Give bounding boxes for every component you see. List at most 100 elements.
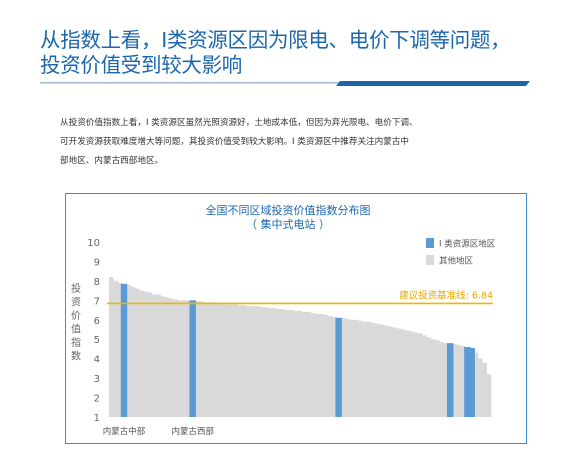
bar bbox=[259, 307, 264, 417]
bar-highlight bbox=[120, 283, 128, 417]
bar bbox=[418, 333, 423, 417]
y-tick-label: 3 bbox=[94, 374, 100, 385]
legend-swatch bbox=[426, 238, 434, 248]
bar bbox=[323, 314, 329, 417]
bar bbox=[113, 280, 118, 417]
bar bbox=[426, 337, 432, 417]
y-tick-label: 10 bbox=[87, 238, 100, 249]
bar-highlight bbox=[335, 317, 342, 417]
y-tick-label: 1 bbox=[94, 413, 100, 424]
bar bbox=[134, 288, 140, 417]
y-axis-label-char: 值 bbox=[71, 323, 81, 336]
y-axis-label: 投资价值指数 bbox=[71, 282, 81, 363]
y-tick-label: 7 bbox=[94, 296, 100, 307]
bars-group bbox=[109, 277, 492, 417]
bar bbox=[143, 291, 148, 417]
article-body: 从投资价值指数上看，I 类资源区虽然光照资源好，土地成本低，但因为弃光限电、电价… bbox=[60, 114, 540, 171]
bar bbox=[272, 308, 277, 417]
bar bbox=[216, 303, 221, 417]
bar bbox=[242, 305, 247, 417]
y-tick-label: 8 bbox=[94, 277, 100, 288]
bar bbox=[109, 277, 114, 417]
divider-accent bbox=[336, 81, 530, 86]
y-axis-label-char: 资 bbox=[71, 297, 81, 309]
bar bbox=[478, 358, 483, 417]
bar bbox=[246, 306, 251, 417]
bar bbox=[199, 301, 204, 417]
bar bbox=[263, 307, 269, 417]
bar bbox=[383, 325, 389, 417]
bar bbox=[430, 339, 436, 417]
bar bbox=[160, 296, 166, 417]
bar bbox=[250, 306, 256, 417]
investment-index-chart: 1 2 3 4 5 6 7 8 9 10 内蒙古中部 内蒙古西部 建议投资基准线: 6.84 全国不… bbox=[71, 203, 496, 437]
article-title: 从指数上看，I类资源区因为限电、电价下调等问题， 投资价值受到较大影响 bbox=[40, 28, 540, 78]
bar-highlight bbox=[447, 343, 454, 417]
title-divider bbox=[40, 81, 530, 86]
bar bbox=[203, 302, 209, 417]
bar bbox=[340, 317, 346, 417]
bar bbox=[409, 331, 415, 417]
bar bbox=[181, 300, 187, 417]
bar bbox=[349, 319, 354, 417]
y-tick-label: 6 bbox=[94, 316, 100, 327]
bar bbox=[422, 335, 427, 417]
bar bbox=[319, 313, 324, 417]
bar bbox=[229, 304, 234, 417]
bar bbox=[332, 316, 337, 417]
bar bbox=[435, 340, 440, 417]
bar-highlight bbox=[189, 300, 196, 417]
bar bbox=[370, 322, 376, 417]
article-title-line-1: 从指数上看，I类资源区因为限电、电价下调等问题， bbox=[40, 28, 511, 52]
bar bbox=[164, 297, 170, 417]
bar bbox=[289, 310, 294, 417]
bar bbox=[156, 294, 161, 417]
bar bbox=[297, 311, 303, 417]
bar bbox=[392, 327, 397, 417]
article-body-line-1: 从投资价值指数上看，I 类资源区虽然光照资源好，土地成本低，但因为弃光限电、电价… bbox=[60, 118, 418, 128]
bar bbox=[293, 311, 299, 417]
bar bbox=[130, 286, 136, 417]
bar bbox=[139, 290, 144, 417]
y-axis-label-char: 投 bbox=[71, 282, 81, 295]
bar bbox=[366, 321, 372, 417]
legend-swatch bbox=[426, 255, 434, 265]
bar bbox=[151, 294, 157, 417]
x-category-label: 内蒙古中部 bbox=[103, 426, 146, 437]
bar bbox=[345, 318, 350, 417]
bar bbox=[306, 312, 312, 417]
bar bbox=[224, 304, 230, 417]
article-title-line-2: 投资价值受到较大影响 bbox=[40, 53, 242, 77]
bar bbox=[486, 374, 492, 417]
bar bbox=[400, 329, 406, 417]
bar bbox=[267, 308, 273, 417]
bar bbox=[212, 302, 217, 417]
bar bbox=[396, 328, 402, 417]
bar bbox=[169, 298, 174, 417]
bar bbox=[117, 282, 123, 417]
bar bbox=[482, 362, 488, 417]
y-tick-label: 4 bbox=[94, 355, 100, 366]
y-tick-label: 9 bbox=[94, 257, 100, 268]
legend-label: 其他地区 bbox=[439, 256, 474, 267]
bar bbox=[443, 343, 449, 417]
y-axis: 1 2 3 4 5 6 7 8 9 10 bbox=[87, 238, 100, 424]
y-axis-label-char: 数 bbox=[71, 350, 81, 363]
bar bbox=[315, 313, 320, 417]
bar bbox=[220, 303, 226, 417]
bar bbox=[173, 299, 178, 417]
bar bbox=[126, 284, 131, 417]
bar bbox=[254, 306, 260, 417]
bar bbox=[362, 321, 367, 417]
bar bbox=[276, 309, 281, 417]
x-category-label: 内蒙古西部 bbox=[171, 426, 214, 437]
bar bbox=[379, 324, 384, 417]
bar bbox=[460, 346, 466, 417]
bar bbox=[302, 312, 307, 417]
x-axis-labels: 内蒙古中部 内蒙古西部 bbox=[103, 426, 215, 437]
bar bbox=[310, 312, 316, 417]
y-axis-label-char: 价 bbox=[71, 310, 81, 322]
y-axis-label-char: 指 bbox=[71, 336, 81, 349]
bar bbox=[280, 309, 286, 417]
